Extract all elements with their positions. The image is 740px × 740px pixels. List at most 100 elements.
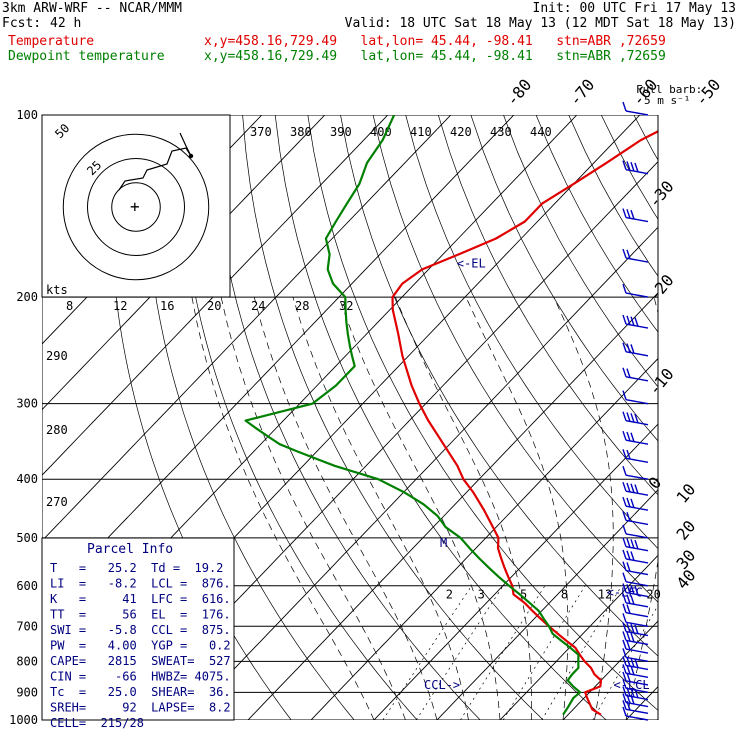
isotherm-10	[499, 554, 658, 720]
init-time: Init: 00 UTC Fri 17 May 13	[532, 1, 737, 16]
parcel-row: PW = 4.00 YGP = 0.2	[50, 639, 231, 653]
isotherm--30	[247, 292, 658, 720]
wind-barb	[622, 101, 649, 116]
skewt-grid	[42, 115, 740, 720]
wind-barb-feather	[622, 603, 627, 613]
wind-barb	[622, 481, 649, 496]
dewpoint-legend: Dewpoint temperature	[8, 49, 165, 64]
theta-label-400: 400	[370, 125, 392, 139]
wind-barb-feather	[626, 431, 631, 442]
hodograph-trace-top	[179, 132, 192, 157]
wind-barb-shaft	[625, 621, 649, 627]
wind-barb-shaft	[625, 715, 649, 721]
pressure-label-900: 900	[16, 685, 38, 699]
isotherm--110	[42, 115, 326, 411]
pressure-label-800: 800	[16, 654, 38, 668]
dry-adiabat-400	[600, 115, 658, 220]
wind-barb	[622, 367, 649, 382]
dry-adiabat-280	[209, 115, 481, 720]
wind-barb-feather	[622, 248, 627, 259]
dry-adiabat-300	[274, 115, 607, 720]
wind-barb-feather	[622, 706, 627, 717]
dry-adiabat-320	[340, 115, 658, 657]
wind-barb-feather	[626, 511, 631, 522]
wind-barb	[622, 706, 649, 721]
moist-adiabat-10	[338, 296, 501, 720]
mixing-ratio-2	[382, 585, 472, 720]
mixing-ratio-label-3: 3	[478, 587, 485, 601]
parcel-row: CAPE= 2815 SWEAT= 527	[50, 654, 231, 668]
wind-barb-feather	[626, 594, 631, 604]
barb-legend-line2: 5 m s⁻¹	[644, 94, 690, 107]
wind-barb-shaft	[625, 533, 649, 539]
mixing-ratio-label-8: 8	[561, 587, 568, 601]
wind-barb	[622, 613, 649, 627]
isotherm--20	[310, 357, 658, 720]
wind-barb-feather	[622, 208, 627, 218]
wind-barb-feather	[626, 623, 631, 633]
moist-adiabat-5	[292, 296, 469, 720]
wind-barb-feather	[626, 368, 631, 378]
wind-barb-feather	[622, 160, 627, 170]
wind-barb-feather	[622, 622, 627, 632]
isotherm--10	[373, 423, 658, 720]
hodograph-units: kts	[46, 283, 68, 297]
wind-barb-shaft	[625, 110, 649, 116]
wind-barb-feather	[626, 631, 631, 642]
wind-barb-feather	[622, 367, 627, 378]
pressure-label-400: 400	[16, 472, 38, 486]
wind-barb-feather	[626, 343, 631, 353]
wind-barb-feather	[634, 624, 639, 635]
dry-adiabat-440	[732, 115, 740, 720]
wind-barb-feather	[622, 693, 627, 703]
wind-barb-feather	[626, 412, 631, 422]
pressure-label-500: 500	[16, 531, 38, 545]
mixing-ratio-20	[592, 604, 658, 720]
mixing-ratio-label-5: 5	[520, 587, 527, 601]
parcel-row: SREH= 92 LAPSE= 8.2	[50, 701, 231, 715]
wind-barb-feather	[626, 161, 631, 171]
model-title: 3km ARW-WRF -- NCAR/MMM	[2, 1, 183, 16]
hodograph-speed-8: 8	[66, 299, 73, 313]
isotherm-label-20: 20	[673, 517, 700, 544]
dry-adiabat-430	[699, 115, 740, 720]
wind-barb-feather	[634, 484, 639, 494]
parcel-row: K = 41 LFC = 616.	[50, 592, 231, 606]
dewpoint-station-info: x,y=458.16,729.49 lat,lon= 45.44, -98.41…	[204, 49, 666, 64]
wind-barb-feather	[626, 497, 631, 508]
wind-barb	[622, 466, 649, 480]
wind-barb	[622, 593, 649, 608]
wind-barb-feather	[634, 539, 639, 550]
temperature-station-info: x,y=458.16,729.49 lat,lon= 45.44, -98.41…	[204, 34, 666, 49]
moist-adiabat-20	[465, 296, 569, 720]
wind-barb-feather	[622, 572, 627, 583]
wind-barb-feather	[622, 613, 627, 623]
wind-barb-feather	[622, 664, 627, 674]
wind-barb-feather	[622, 481, 627, 492]
wind-barb-feather	[630, 539, 635, 549]
wind-barb-feather	[622, 342, 627, 352]
pressure-label-100: 100	[16, 108, 38, 122]
wind-barb-feather	[622, 449, 627, 459]
theta-low-label-270: 270	[46, 495, 68, 509]
temperature-profile	[391, 130, 658, 716]
wind-barb-feather	[626, 449, 631, 460]
dry-adiabat-290	[242, 115, 544, 720]
hodograph-end-marker	[188, 153, 194, 159]
barb-legend-line1: Full barb:	[636, 83, 702, 96]
wind-barb-feather	[626, 640, 631, 651]
wind-barb-feather	[630, 432, 635, 442]
isotherm-label--80: -80	[502, 75, 535, 109]
wind-barb-shaft	[625, 581, 649, 587]
theta-label-380: 380	[290, 125, 312, 139]
wind-barb-feather	[630, 632, 635, 643]
wind-barb	[622, 572, 649, 587]
wind-barb-feather	[622, 283, 627, 294]
wind-barb	[622, 208, 649, 223]
wind-barb-feather	[622, 511, 627, 521]
wind-barb-feather	[622, 496, 627, 507]
ccl-annotation: CCL->	[424, 678, 460, 692]
wind-barb-feather	[630, 498, 635, 509]
wind-barb-feather	[630, 551, 635, 561]
